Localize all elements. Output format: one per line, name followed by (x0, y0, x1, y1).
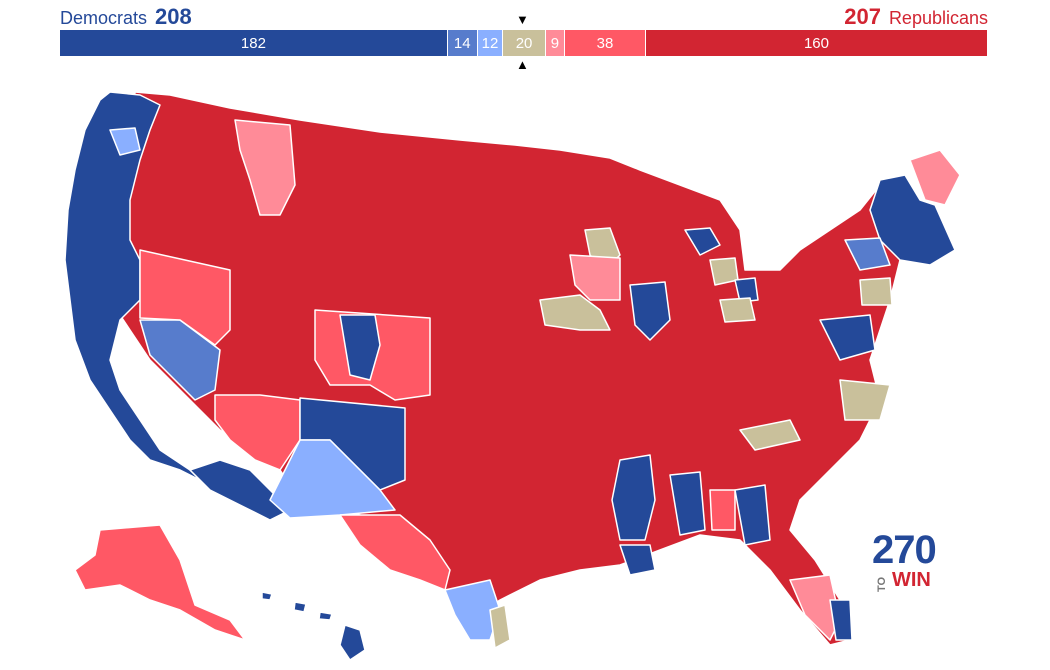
republicans-header: 207 Republicans (844, 4, 988, 30)
logo-win: WIN (892, 569, 931, 591)
logo-number: 270 (872, 528, 937, 572)
region-tossup-north-carolina[interactable] (839, 379, 891, 421)
region-safe-dem-georgia[interactable] (734, 484, 771, 546)
region-tossup-pennsylvania[interactable] (859, 277, 893, 306)
region-safe-dem-louisiana[interactable] (619, 544, 656, 576)
region-leans-dem-new-mexico[interactable] (269, 439, 396, 519)
region-safe-dem-florida[interactable] (829, 599, 853, 641)
region-tossup-south-texas[interactable] (489, 604, 511, 649)
majority-marker-up-icon: ▲ (516, 57, 529, 72)
region-safe-dem-alabama[interactable] (669, 471, 706, 536)
republicans-total: 207 (844, 4, 881, 29)
democrats-label: Democrats (60, 8, 148, 28)
region-leans-dem-south-texas[interactable] (444, 579, 501, 641)
region-safe-dem-chicago[interactable] (629, 281, 671, 341)
democrats-header: Democrats 208 (60, 4, 192, 30)
region-safe-dem-michigan[interactable] (684, 227, 721, 256)
region-likely-dem-new-york[interactable] (844, 237, 891, 271)
region-tossup-michigan[interactable] (709, 257, 739, 286)
region-safe-dem-colorado[interactable] (339, 314, 381, 381)
region-leans-rep-maine[interactable] (909, 149, 961, 206)
270-to-win-logo: 270 TO WIN (872, 530, 952, 594)
region-leans-rep-iowa[interactable] (569, 254, 621, 301)
region-safe-dem-hawaii[interactable] (339, 624, 366, 661)
region-likely-rep-arizona[interactable] (214, 394, 301, 471)
region-tossup-tennessee[interactable] (739, 419, 801, 451)
seat-count-bar: 182 14 12 20 9 38 160 (60, 30, 987, 56)
seat-bar-segment-likely-dem[interactable]: 14 (447, 30, 478, 56)
seat-bar-segment-leans-rep[interactable]: 9 (545, 30, 566, 56)
region-likely-rep-alaska[interactable] (74, 524, 246, 641)
region-safe-dem-hawaii-small-3[interactable] (261, 591, 273, 601)
region-safe-dem-virginia[interactable] (819, 314, 876, 361)
region-safe-dem-new-england[interactable] (869, 174, 956, 266)
region-safe-dem-detroit[interactable] (734, 277, 759, 303)
majority-marker-down-icon: ▼ (516, 12, 529, 27)
region-leans-rep-montana[interactable] (234, 119, 296, 216)
region-likely-rep-nevada[interactable] (139, 249, 231, 346)
seat-bar-segment-safe-rep[interactable]: 160 (645, 30, 987, 56)
logo-to: TO (876, 576, 888, 592)
republicans-label: Republicans (888, 8, 988, 28)
region-tossup-illinois[interactable] (539, 294, 611, 331)
region-leans-dem-washington[interactable] (109, 127, 141, 156)
democrats-total: 208 (155, 4, 192, 29)
region-safe-dem-mississippi[interactable] (611, 454, 656, 541)
seat-bar-segment-leans-dem[interactable]: 12 (477, 30, 504, 56)
seat-bar-segment-tossup[interactable]: 20 (503, 30, 546, 56)
seat-bar-segment-likely-rep[interactable]: 38 (565, 30, 646, 56)
region-safe-dem-hawaii-small-1[interactable] (293, 601, 307, 613)
seat-bar-segment-safe-dem[interactable]: 182 (60, 30, 448, 56)
region-safe-dem-hawaii-small-2[interactable] (318, 611, 333, 621)
region-safe-rep-main[interactable] (99, 91, 936, 646)
region-tossup-ohio[interactable] (719, 297, 756, 323)
region-leans-rep-georgia[interactable] (709, 489, 736, 531)
